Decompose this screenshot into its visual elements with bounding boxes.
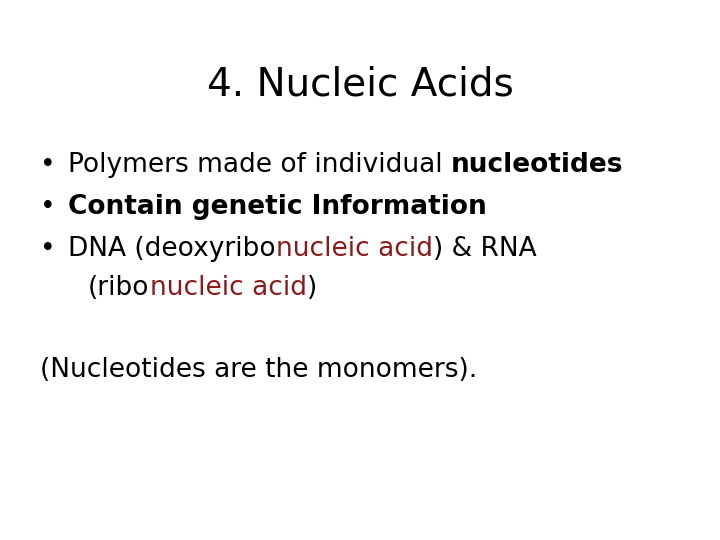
- Text: nucleic acid: nucleic acid: [276, 236, 433, 262]
- Text: (Nucleotides are the monomers).: (Nucleotides are the monomers).: [40, 357, 477, 383]
- Text: ) & RNA: ) & RNA: [433, 236, 536, 262]
- Text: DNA (deoxyribо: DNA (deoxyribо: [68, 236, 276, 262]
- Text: nucleotides: nucleotides: [451, 152, 624, 178]
- Text: nucleic acid: nucleic acid: [150, 275, 307, 301]
- Text: •: •: [40, 236, 56, 262]
- Text: 4. Nucleic Acids: 4. Nucleic Acids: [207, 65, 513, 103]
- Text: (ribо: (ribо: [88, 275, 150, 301]
- Text: •: •: [40, 152, 56, 178]
- Text: Contain genetic Information: Contain genetic Information: [68, 194, 487, 220]
- Text: •: •: [40, 194, 56, 220]
- Text: ): ): [307, 275, 317, 301]
- Text: Polymers made of individual: Polymers made of individual: [68, 152, 451, 178]
